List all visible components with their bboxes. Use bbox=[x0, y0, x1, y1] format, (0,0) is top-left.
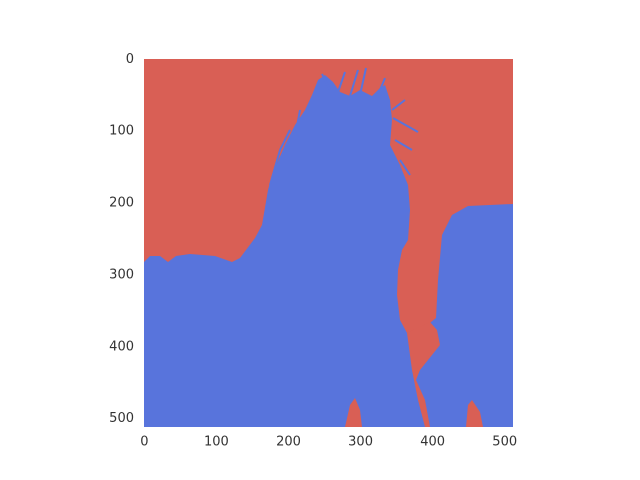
mane-strands bbox=[269, 67, 419, 186]
y-tick-label: 500 bbox=[109, 411, 134, 426]
image bbox=[144, 59, 513, 427]
gap bbox=[345, 398, 362, 427]
y-tick-label: 0 bbox=[126, 52, 134, 67]
x-tick-label: 500 bbox=[492, 435, 517, 450]
x-tick-label: 200 bbox=[276, 435, 301, 450]
x-tick-label: 300 bbox=[348, 435, 373, 450]
x-tick-label: 100 bbox=[204, 435, 229, 450]
y-tick-label: 300 bbox=[109, 267, 134, 282]
y-tick-label: 200 bbox=[109, 196, 134, 211]
strand bbox=[269, 67, 419, 186]
gap bbox=[466, 400, 483, 427]
y-tick-label: 400 bbox=[109, 339, 134, 354]
gap bbox=[407, 322, 440, 427]
x-tick-label: 0 bbox=[140, 435, 148, 450]
x-tick-label: 400 bbox=[420, 435, 445, 450]
mask-gaps bbox=[345, 322, 483, 427]
y-tick-label: 100 bbox=[109, 124, 134, 139]
